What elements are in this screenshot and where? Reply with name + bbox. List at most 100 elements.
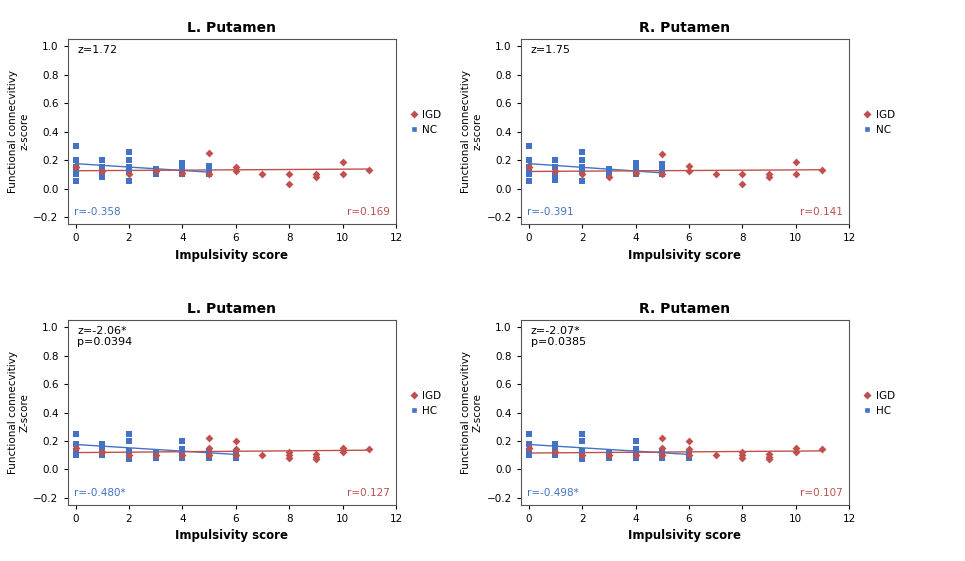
Point — [681, 453, 697, 462]
Point — [574, 436, 590, 445]
Text: z=-2.06*
p=0.0394: z=-2.06* p=0.0394 — [77, 326, 132, 347]
Point — [202, 149, 217, 158]
Point — [548, 167, 564, 176]
Point — [148, 167, 163, 176]
Point — [654, 444, 670, 453]
Point — [628, 168, 644, 177]
Y-axis label: Functional connecvitivy
z-score: Functional connecvitivy z-score — [8, 70, 29, 193]
Point — [654, 170, 670, 179]
Point — [654, 453, 670, 462]
Point — [708, 170, 724, 179]
Point — [761, 452, 777, 461]
Point — [734, 453, 750, 462]
Point — [734, 170, 750, 179]
Point — [335, 444, 350, 453]
Point — [175, 168, 190, 177]
Point — [628, 453, 644, 462]
Point — [95, 155, 110, 164]
Point — [202, 444, 217, 453]
Point — [761, 173, 777, 182]
Point — [654, 434, 670, 443]
Point — [175, 170, 190, 179]
Point — [122, 436, 137, 445]
Point — [122, 167, 137, 176]
Point — [628, 158, 644, 167]
Point — [521, 447, 537, 456]
Legend: IGD, NC: IGD, NC — [408, 108, 444, 137]
Point — [282, 448, 297, 457]
Point — [574, 450, 590, 459]
Point — [122, 147, 137, 156]
Point — [521, 163, 537, 172]
Point — [548, 163, 564, 172]
Point — [228, 450, 243, 459]
Point — [521, 155, 537, 164]
Point — [95, 439, 110, 448]
Point — [122, 450, 137, 459]
Y-axis label: Functional connecvitivy
Z-score: Functional connecvitivy Z-score — [8, 351, 29, 474]
Point — [681, 436, 697, 445]
Point — [175, 167, 190, 176]
Point — [122, 447, 137, 456]
Point — [628, 450, 644, 459]
Point — [761, 455, 777, 464]
Point — [122, 455, 137, 464]
Point — [175, 163, 190, 172]
Point — [68, 447, 83, 456]
Point — [574, 167, 590, 176]
Point — [228, 453, 243, 462]
Point — [654, 447, 670, 456]
Point — [175, 450, 190, 459]
Point — [654, 165, 670, 174]
Point — [308, 449, 323, 458]
Point — [202, 450, 217, 459]
Point — [282, 453, 297, 462]
Point — [681, 445, 697, 454]
Point — [202, 170, 217, 179]
Point — [148, 453, 163, 462]
Text: r=0.107: r=0.107 — [800, 488, 842, 498]
Point — [628, 170, 644, 179]
Point — [521, 444, 537, 453]
Point — [574, 155, 590, 164]
Point — [228, 445, 243, 454]
Point — [574, 450, 590, 459]
Point — [654, 170, 670, 179]
Point — [681, 167, 697, 176]
Point — [228, 448, 243, 457]
Title: R. Putamen: R. Putamen — [640, 302, 731, 316]
Point — [654, 450, 670, 459]
Point — [68, 163, 83, 172]
Point — [95, 167, 110, 176]
Point — [308, 452, 323, 461]
Point — [574, 177, 590, 186]
Point — [228, 163, 243, 172]
Point — [654, 450, 670, 459]
X-axis label: Impulsivity score: Impulsivity score — [628, 249, 741, 261]
Point — [308, 170, 323, 179]
Point — [654, 160, 670, 169]
Point — [548, 439, 564, 448]
Point — [202, 434, 217, 443]
Point — [788, 444, 804, 453]
Point — [574, 147, 590, 156]
Point — [548, 170, 564, 179]
Point — [628, 445, 644, 454]
Legend: IGD, HC: IGD, HC — [408, 389, 444, 418]
Point — [654, 150, 670, 159]
Point — [95, 173, 110, 182]
Point — [548, 450, 564, 459]
Point — [548, 445, 564, 454]
Point — [521, 429, 537, 438]
Text: r=0.169: r=0.169 — [346, 206, 390, 217]
Text: r=-0.391: r=-0.391 — [527, 206, 574, 217]
Point — [521, 439, 537, 448]
Point — [68, 141, 83, 150]
Point — [628, 167, 644, 176]
Text: r=0.141: r=0.141 — [800, 206, 842, 217]
Point — [628, 163, 644, 172]
Point — [202, 170, 217, 179]
Point — [601, 164, 617, 173]
Point — [282, 180, 297, 188]
Point — [814, 445, 830, 454]
